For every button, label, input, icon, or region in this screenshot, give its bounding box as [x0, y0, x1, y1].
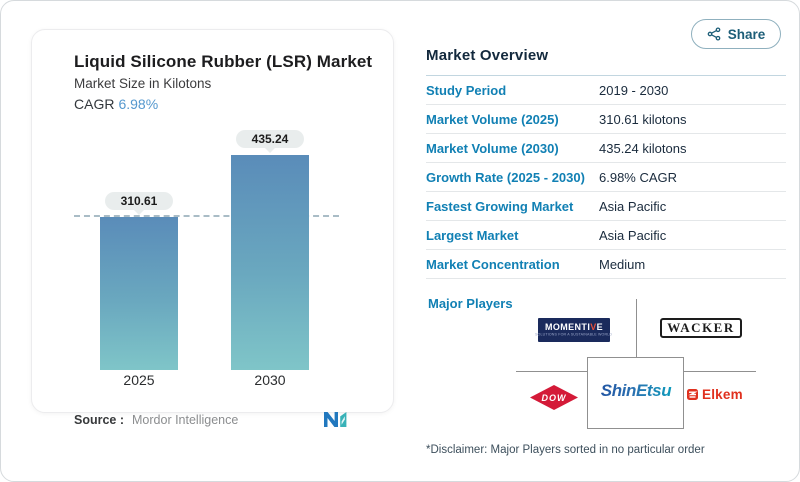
table-row: Fastest Growing Market Asia Pacific [426, 192, 786, 221]
row-value: 2019 - 2030 [599, 82, 669, 98]
x-axis-labels: 2025 2030 [32, 372, 395, 392]
label-pointer [134, 210, 144, 215]
cagr-label: CAGR [74, 96, 115, 112]
momentive-v: V [590, 322, 597, 332]
momentive-text: MOMENTI [544, 322, 591, 332]
row-label: Market Volume (2030) [426, 140, 559, 156]
major-players-label: Major Players [428, 296, 513, 311]
shinetsu-text2: Etsu [635, 381, 672, 400]
tree-line [636, 299, 637, 357]
cagr-line: CAGR 6.98% [74, 96, 158, 112]
row-label: Study Period [426, 82, 507, 98]
momentive-logo[interactable]: MOMENTIVE SOLUTIONS FOR A SUSTAINABLE WO… [535, 318, 613, 342]
momentive-tagline: SOLUTIONS FOR A SUSTAINABLE WORLD [535, 332, 613, 338]
row-label: Market Volume (2025) [426, 111, 559, 127]
elkem-logo[interactable]: Elkem [687, 387, 743, 402]
row-value: Asia Pacific [599, 198, 667, 214]
row-value: 435.24 kilotons [599, 140, 687, 156]
major-players-section: Major Players MOMENTIVE SOLUTIONS FOR A … [426, 291, 786, 437]
bar-value-label-2030: 435.24 [235, 130, 305, 148]
table-row: Market Volume (2030) 435.24 kilotons [426, 134, 786, 163]
chart-subtitle: Market Size in Kilotons [74, 76, 212, 91]
bar-group-2030: 435.24 [231, 130, 309, 370]
table-row: Market Volume (2025) 310.61 kilotons [426, 105, 786, 134]
reference-dashed-line [74, 215, 339, 217]
bar-group-2025: 310.61 [100, 192, 178, 370]
row-label: Fastest Growing Market [426, 198, 574, 214]
chart-card: Liquid Silicone Rubber (LSR) Market Mark… [31, 29, 395, 427]
elkem-mark-icon [687, 389, 698, 400]
row-value: 6.98% CAGR [599, 169, 678, 185]
tree-line [516, 371, 587, 372]
shinetsu-text: Shin [600, 381, 636, 400]
market-overview-panel: Market Overview Study Period 2019 - 2030… [426, 47, 786, 279]
share-button[interactable]: Share [691, 19, 781, 49]
bar-2025[interactable] [100, 217, 178, 370]
source-row: Source : Mordor Intelligence [74, 412, 373, 427]
table-row: Market Concentration Medium [426, 250, 786, 279]
row-value: 310.61 kilotons [599, 111, 687, 127]
label-pointer [265, 148, 275, 153]
source-value: Mordor Intelligence [132, 412, 239, 427]
row-label: Market Concentration [426, 256, 560, 272]
bar-chart: 310.61 435.24 [32, 122, 395, 370]
row-label: Largest Market [426, 227, 519, 243]
shinetsu-logo[interactable]: ShinEtsu [592, 381, 680, 401]
cagr-value: 6.98% [118, 96, 159, 112]
x-label-2025: 2025 [123, 372, 155, 388]
x-label-2030: 2030 [254, 372, 286, 388]
center-player-box [587, 357, 684, 429]
row-label: Growth Rate (2025 - 2030) [426, 169, 585, 185]
table-row: Growth Rate (2025 - 2030) 6.98% CAGR [426, 163, 786, 192]
tree-line [684, 371, 756, 372]
bar-2030[interactable] [231, 155, 309, 370]
heading-divider [426, 75, 786, 76]
row-value: Asia Pacific [599, 227, 667, 243]
disclaimer-text: *Disclaimer: Major Players sorted in no … [426, 444, 705, 456]
momentive-e: E [596, 322, 604, 332]
wacker-logo[interactable]: WACKER [660, 318, 742, 338]
source-label: Source : [74, 412, 125, 427]
share-icon [707, 27, 721, 41]
table-row: Largest Market Asia Pacific [426, 221, 786, 250]
chart-title: Liquid Silicone Rubber (LSR) Market [74, 52, 373, 71]
elkem-text: Elkem [702, 387, 743, 402]
bar-value-label-2025: 310.61 [104, 192, 174, 210]
table-row: Study Period 2019 - 2030 [426, 76, 786, 105]
mordor-intelligence-logo-icon [324, 412, 347, 427]
dow-logo[interactable]: DOW [530, 385, 578, 410]
share-label: Share [727, 26, 766, 42]
row-value: Medium [599, 256, 646, 272]
overview-heading: Market Overview [426, 47, 549, 64]
